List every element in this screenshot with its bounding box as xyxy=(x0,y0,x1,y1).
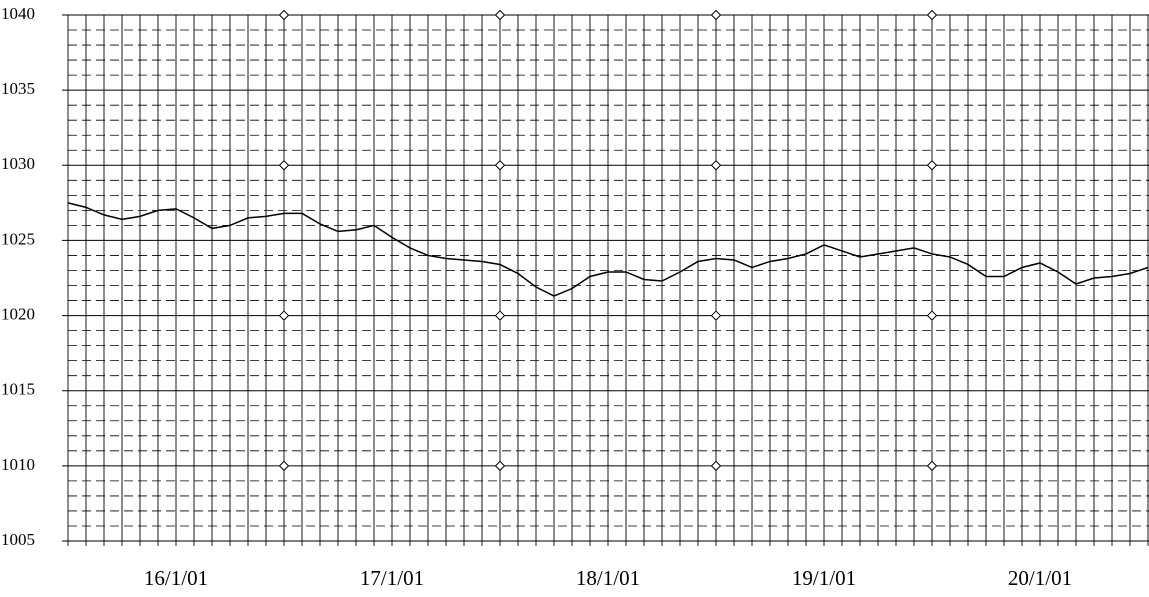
x-tick-label: 16/1/01 xyxy=(144,566,208,590)
marker xyxy=(926,310,938,321)
y-tick-label: 1035 xyxy=(1,79,35,98)
y-tick-label: 1030 xyxy=(1,154,35,173)
marker xyxy=(494,160,506,171)
x-tick-label: 20/1/01 xyxy=(1008,566,1072,590)
marker xyxy=(710,9,722,21)
y-tick-label: 1015 xyxy=(1,380,35,399)
marker xyxy=(278,9,290,21)
marker xyxy=(926,9,938,21)
x-tick-label: 17/1/01 xyxy=(360,566,424,590)
marker xyxy=(278,310,290,321)
marker xyxy=(710,160,722,171)
marker xyxy=(278,460,290,472)
data-line xyxy=(67,202,1149,297)
marker xyxy=(278,160,290,171)
marker xyxy=(494,460,506,472)
marker xyxy=(926,160,938,171)
marker xyxy=(710,310,722,321)
x-tick-label: 18/1/01 xyxy=(576,566,640,590)
marker xyxy=(494,310,506,321)
y-tick-label: 1020 xyxy=(1,304,35,323)
x-tick-label: 19/1/01 xyxy=(792,566,856,590)
y-tick-label: 1005 xyxy=(1,530,35,549)
marker xyxy=(710,460,722,472)
y-tick-label: 1010 xyxy=(1,455,35,474)
marker xyxy=(494,9,506,21)
y-tick-label: 1025 xyxy=(1,229,35,248)
y-tick-label: 1040 xyxy=(1,4,35,23)
marker xyxy=(926,460,938,472)
